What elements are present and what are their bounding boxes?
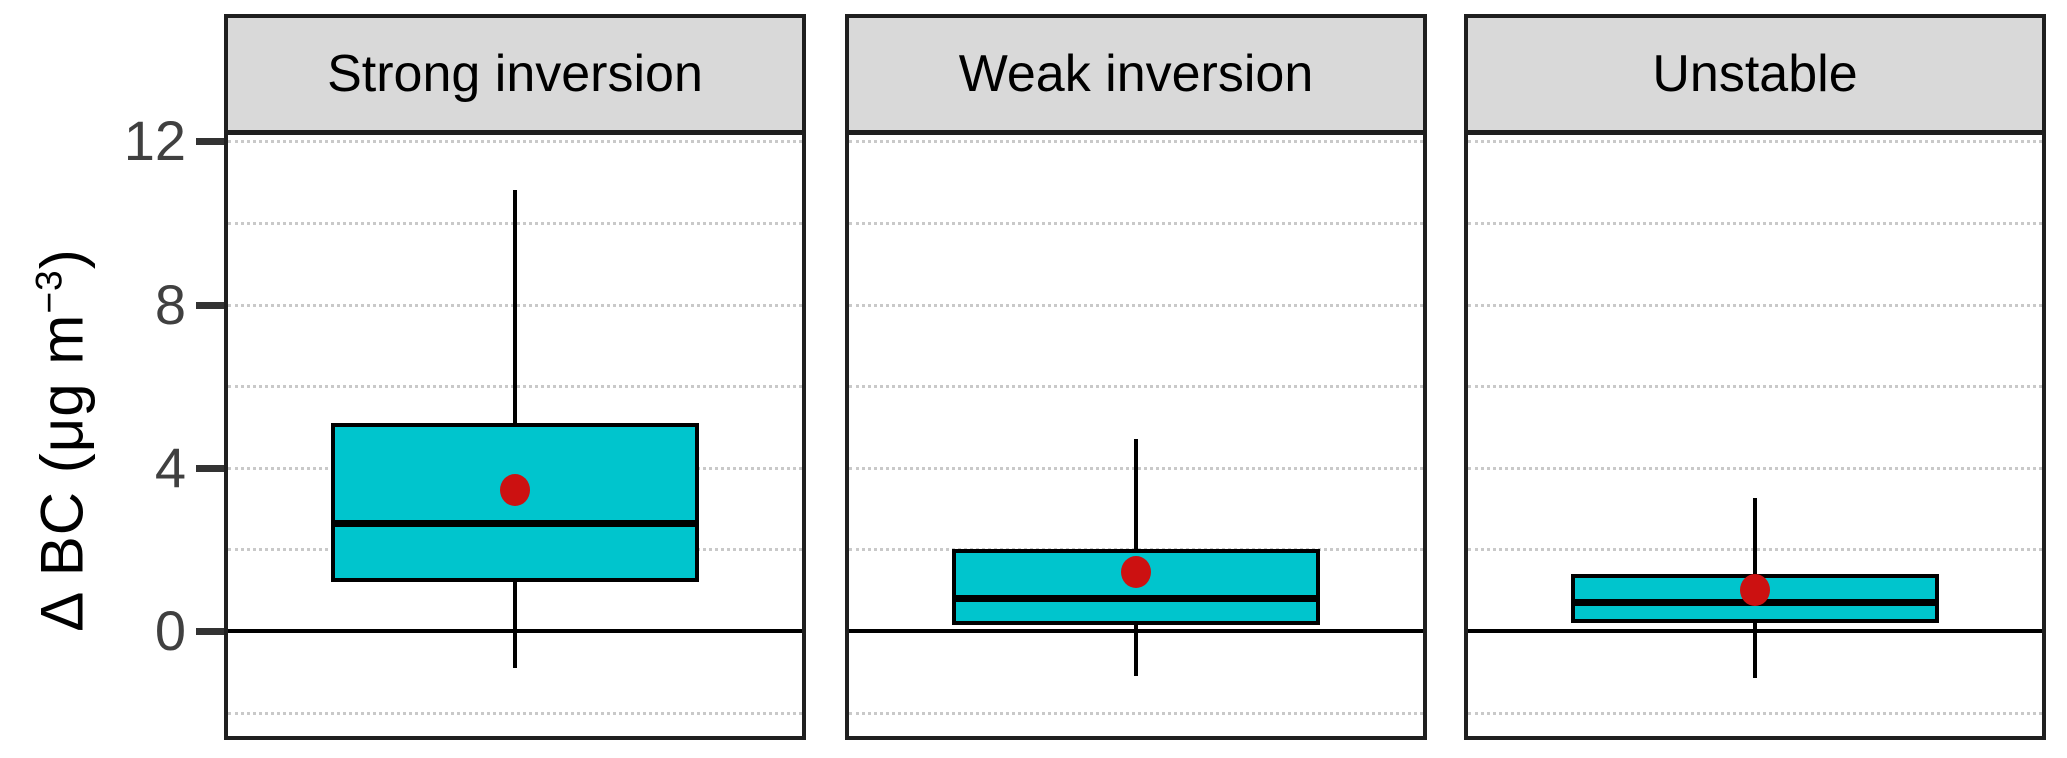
gridline-y12 [1468,140,2042,144]
y-tick-label-0: 0 [154,599,186,662]
plot-area-unstable [1468,135,2042,736]
facet-label: Weak inversion [958,45,1314,103]
facet-label: Strong inversion [327,45,703,103]
median-line [331,519,699,527]
gridline-y-2 [1468,711,2042,715]
facet-header-strong-inversion: Strong inversion [228,18,802,135]
gridline-y-2 [849,711,1423,715]
gridline-y-2 [228,711,802,715]
y-axis-title-close-paren: ) [28,248,96,270]
gridline-y12 [849,140,1423,144]
gridline-y8 [1468,303,2042,307]
y-tick-mark-12 [196,138,224,146]
facet-panel-strong-inversion: Strong inversion [224,14,806,740]
plot-area-weak-inversion [849,135,1423,736]
y-tick-mark-8 [196,301,224,309]
facet-panel-unstable: Unstable [1464,14,2046,740]
gridline-y6 [1468,385,2042,389]
facet-header-weak-inversion: Weak inversion [849,18,1423,135]
gridline-y4 [1468,466,2042,470]
plot-area-strong-inversion [228,135,802,736]
mean-dot [500,474,530,507]
facet-panel-weak-inversion: Weak inversion [845,14,1427,740]
gridline-y12 [228,140,802,144]
gridline-y10 [849,222,1423,225]
mean-dot [1121,555,1151,588]
y-tick-label-8: 8 [154,272,186,336]
y-tick-label-12: 12 [123,109,186,173]
y-tick-mark-4 [196,464,224,472]
y-tick-label-4: 4 [154,435,186,499]
y-tick-mark-0 [196,628,224,635]
gridline-y10 [1468,222,2042,225]
gridline-y8 [849,303,1423,307]
facet-header-unstable: Unstable [1468,18,2042,135]
median-line [952,595,1320,603]
gridline-y6 [849,385,1423,389]
mean-dot [1740,574,1770,607]
facet-label: Unstable [1652,45,1858,103]
